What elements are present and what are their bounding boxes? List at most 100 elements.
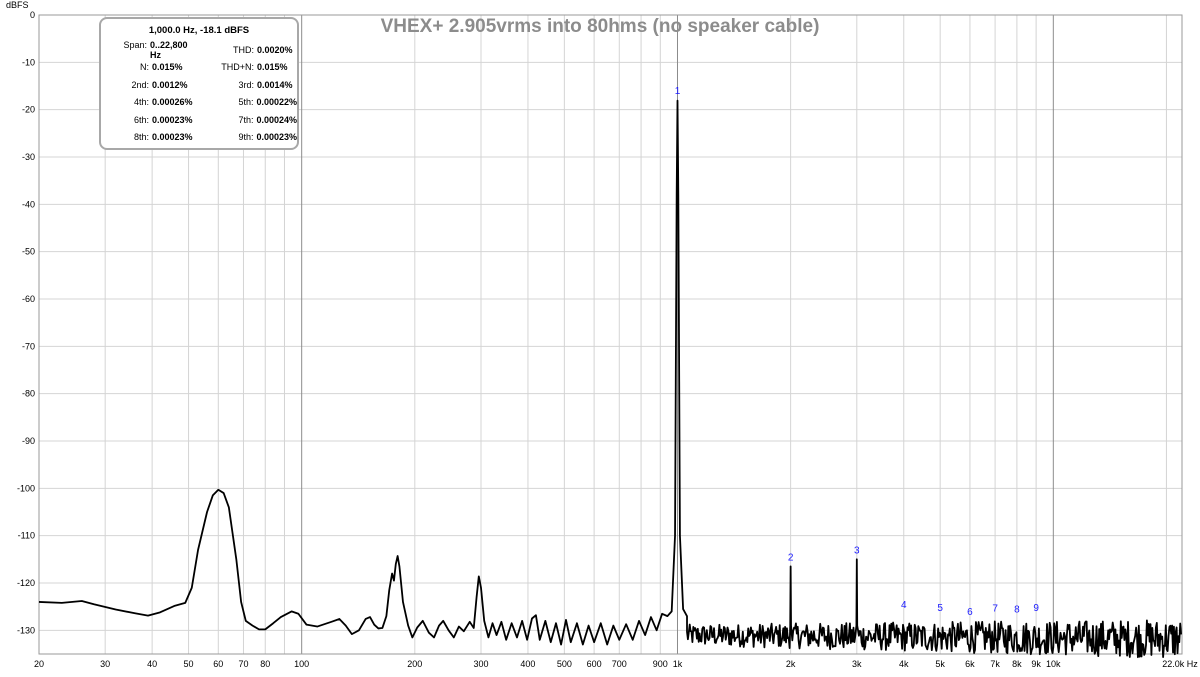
plot-frame: [38, 14, 1183, 655]
harmonic-label-7: 7: [992, 604, 998, 615]
harmonic-label-1: 1: [675, 86, 681, 97]
harmonic-label-5: 5: [937, 603, 943, 614]
info-value: 0.0020%: [257, 44, 293, 55]
harmonic-label-6: 6: [967, 607, 973, 618]
info-value: 0.00024%: [256, 114, 297, 125]
info-key: 8th:: [133, 132, 149, 143]
y-axis-label: dBFS: [6, 0, 29, 10]
info-cell: THD+N: 0.015%: [199, 62, 297, 72]
x-tick-label: 40: [147, 659, 157, 669]
y-tick-label: -30: [22, 152, 35, 162]
info-cell: 7th: 0.00024%: [199, 115, 297, 125]
info-cell: 8th: 0.00023%: [101, 132, 199, 142]
harmonic-label-2: 2: [788, 552, 794, 563]
x-tick-label: 30: [100, 659, 110, 669]
x-tick-label: 500: [557, 659, 572, 669]
x-tick-label: 700: [612, 659, 627, 669]
info-row: N: 0.015% THD+N: 0.015%: [101, 59, 297, 77]
info-key: 2nd:: [131, 79, 149, 90]
info-row: Span: 0..22,800 Hz THD: 0.0020%: [101, 40, 297, 60]
y-tick-label: -70: [22, 341, 35, 351]
info-key: THD:: [233, 44, 254, 55]
info-row: 4th: 0.00026% 5th: 0.00022%: [101, 94, 297, 112]
info-header: 1,000.0 Hz, -18.1 dBFS: [148, 25, 250, 36]
x-tick-label: 1k: [673, 659, 683, 669]
y-tick-label: -80: [22, 389, 35, 399]
x-tick-label: 9k: [1031, 659, 1041, 669]
info-value: 0.00023%: [152, 132, 193, 143]
harmonic-label-3: 3: [854, 545, 860, 556]
info-value: 0.0012%: [152, 79, 188, 90]
info-key: THD+N:: [221, 62, 254, 73]
harmonic-label-9: 9: [1033, 603, 1039, 614]
x-tick-label: 80: [260, 659, 270, 669]
info-value: 0.015%: [257, 62, 288, 73]
x-tick-label: 300: [473, 659, 488, 669]
info-key: 4th:: [133, 97, 149, 108]
info-value: 0.00026%: [152, 97, 193, 108]
harmonic-label-4: 4: [901, 600, 907, 611]
info-key: 5th:: [238, 97, 254, 108]
x-tick-label: 6k: [965, 659, 975, 669]
info-row: 6th: 0.00023% 7th: 0.00024%: [101, 111, 297, 129]
info-row: 2nd: 0.0012% 3rd: 0.0014%: [101, 76, 297, 94]
info-cell: N: 0.015%: [101, 62, 199, 72]
y-tick-label: -10: [22, 57, 35, 67]
x-tick-label: 7k: [990, 659, 1000, 669]
y-tick-label: -60: [22, 294, 35, 304]
y-tick-label: -40: [22, 199, 35, 209]
info-key: 3rd:: [238, 79, 254, 90]
x-tick-label: 20: [34, 659, 44, 669]
info-cell: 3rd: 0.0014%: [199, 80, 297, 90]
info-value: 0.00023%: [152, 114, 193, 125]
peak-labels: 1 2 3 4 5 6 7 8 9: [675, 86, 1040, 618]
info-row: 8th: 0.00023% 9th: 0.00023%: [101, 129, 297, 147]
y-tick-label: 0: [30, 10, 35, 20]
x-axis-ticks: 20 30 40 50 60 70 80 100 200 300 400 500 600 700 900 1k…: [34, 659, 1198, 669]
info-cell: THD: 0.0020%: [199, 45, 297, 55]
info-cell: 5th: 0.00022%: [199, 97, 297, 107]
info-cell: 9th: 0.00023%: [199, 132, 297, 142]
info-value: 0.00022%: [256, 97, 297, 108]
info-key: N:: [140, 62, 149, 73]
x-tick-label: 50: [184, 659, 194, 669]
info-cell: 6th: 0.00023%: [101, 115, 199, 125]
x-tick-label: 70: [238, 659, 248, 669]
x-tick-label: 900: [653, 659, 668, 669]
spectrum-trace: [38, 99, 1183, 659]
x-tick-label: 10k: [1046, 659, 1061, 669]
info-cell: 4th: 0.00026%: [101, 97, 199, 107]
x-tick-label: 400: [520, 659, 535, 669]
x-tick-label: 4k: [899, 659, 909, 669]
x-tick-label: 600: [587, 659, 602, 669]
x-tick-label: 8k: [1012, 659, 1022, 669]
info-value: 0.0014%: [257, 79, 293, 90]
chart-title: VHEX+ 2.905vrms into 80hms (no speaker c…: [381, 16, 820, 37]
y-tick-label: -50: [22, 247, 35, 257]
y-tick-label: -130: [17, 625, 35, 635]
info-key: 6th:: [133, 114, 149, 125]
info-key: 9th:: [238, 132, 254, 143]
harmonic-label-8: 8: [1014, 605, 1020, 616]
x-tick-label: 2k: [786, 659, 796, 669]
y-tick-label: -20: [22, 105, 35, 115]
info-value: 0.00023%: [256, 132, 297, 143]
x-tick-label: 200: [407, 659, 422, 669]
x-tick-label: 100: [294, 659, 309, 669]
y-tick-label: -90: [22, 436, 35, 446]
grid: [38, 14, 1183, 654]
info-cell: 2nd: 0.0012%: [101, 80, 199, 90]
y-tick-label: -100: [17, 483, 35, 493]
info-key: Span:: [123, 39, 148, 50]
info-value: 0.015%: [152, 62, 183, 73]
info-value: 0..22,800 Hz: [150, 39, 188, 60]
y-tick-label: -120: [17, 578, 35, 588]
x-tick-label: 60: [213, 659, 223, 669]
info-key: 7th:: [238, 114, 254, 125]
trace-layer: [38, 99, 1183, 659]
x-tick-label: 22.0k Hz: [1162, 659, 1198, 669]
y-axis-ticks: 0 -10 -20 -30 -40 -50 -60 -70 -80 -90 -100 -110 -120…: [17, 10, 35, 635]
info-cell: Span: 0..22,800 Hz: [101, 40, 199, 60]
info-rows: Span: 0..22,800 Hz THD: 0.0020% N: 0.015% THD+…: [101, 40, 298, 147]
